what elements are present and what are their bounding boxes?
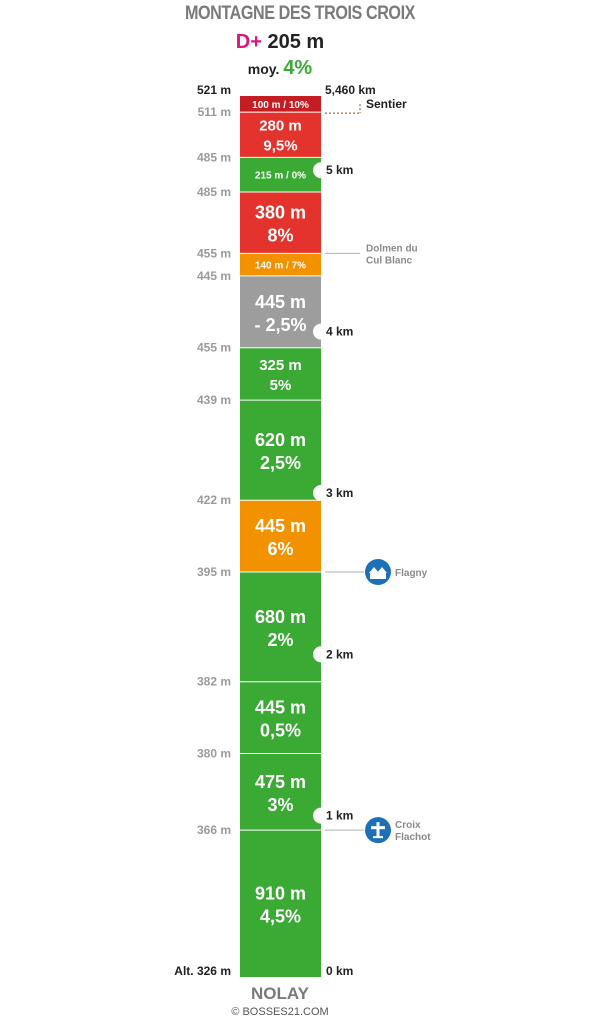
start-location: NOLAY xyxy=(251,984,309,1003)
village-icon-roof xyxy=(369,566,387,573)
segment-length-label: 620 m xyxy=(255,430,306,450)
profile-segment xyxy=(240,830,321,977)
km-marker-label: 4 km xyxy=(326,325,353,339)
poi-label: Dolmen du xyxy=(366,243,418,254)
altitude-label: 395 m xyxy=(197,565,231,579)
km-notch xyxy=(313,646,329,663)
km-notch xyxy=(313,484,329,501)
segment-grade-label: 9,5% xyxy=(263,138,297,155)
segment-grade-label: 8% xyxy=(267,226,293,246)
segment-grade-label: 2% xyxy=(267,630,293,650)
segment-grade-label: 3% xyxy=(267,795,293,815)
profile-segment xyxy=(240,253,321,276)
top-altitude-label: 521 m xyxy=(197,83,231,97)
segment-label: 100 m / 10% xyxy=(252,100,309,111)
segment-grade-label: 5% xyxy=(270,377,292,394)
page-title: MONTAGNE DES TROIS CROIX xyxy=(185,3,415,24)
segment-length-label: 910 m xyxy=(255,884,306,904)
profile-segment xyxy=(240,157,321,193)
altitude-label: 382 m xyxy=(197,675,231,689)
segment-length-label: 445 m xyxy=(255,698,306,718)
profile-segment xyxy=(240,571,321,682)
segment-length-label: 680 m xyxy=(255,607,306,627)
average-grade: moy. 4% xyxy=(0,57,560,80)
profile-segment xyxy=(240,275,321,348)
altitude-label: 445 m xyxy=(197,269,231,283)
altitude-label: 485 m xyxy=(197,150,231,164)
altitude-label: 366 m xyxy=(197,823,231,837)
credit: © BOSSES21.COM xyxy=(231,1006,329,1018)
cross-icon-shape xyxy=(373,836,383,839)
segment-length-label: 475 m xyxy=(255,772,306,792)
altitude-label: 511 m xyxy=(198,105,231,119)
profile-segment xyxy=(240,753,321,831)
profile-segment xyxy=(240,681,321,754)
profile-segment xyxy=(240,500,321,572)
segment-length-label: 280 m xyxy=(259,118,302,135)
profile-segment xyxy=(240,96,321,113)
cross-icon-shape xyxy=(371,826,385,830)
elevation-gain: D+ 205 m xyxy=(0,31,560,54)
total-distance-label: 5,460 km xyxy=(325,83,376,97)
km-notch xyxy=(313,162,329,179)
profile-segment xyxy=(240,347,321,401)
segment-label: 215 m / 0% xyxy=(255,171,306,182)
segment-grade-label: - 2,5% xyxy=(254,315,306,335)
profile-segment xyxy=(240,112,321,158)
cross-icon-shape xyxy=(376,822,380,838)
poi-label: Flachot xyxy=(395,832,431,843)
segment-length-label: 325 m xyxy=(259,357,302,374)
segment-grade-label: 6% xyxy=(267,539,293,559)
avg-value: 4% xyxy=(283,57,313,79)
km-notch xyxy=(313,323,329,340)
altitude-label: 455 m xyxy=(197,341,231,355)
poi-label: Croix xyxy=(395,820,421,831)
segment-grade-label: 2,5% xyxy=(260,453,301,473)
segment-grade-label: 4,5% xyxy=(260,907,301,927)
village-icon-body xyxy=(370,572,386,579)
poi-label: Cul Blanc xyxy=(366,255,413,266)
profile-segment xyxy=(240,400,321,501)
dplus-value: 205 m xyxy=(267,31,325,53)
poi-trail-label: Sentier xyxy=(366,97,407,111)
start-altitude-label: Alt. 326 m xyxy=(174,964,231,978)
km-marker-label: 2 km xyxy=(326,647,353,661)
segment-length-label: 445 m xyxy=(255,516,306,536)
altitude-label: 380 m xyxy=(197,747,231,761)
segment-label: 140 m / 7% xyxy=(255,261,306,272)
altitude-label: 439 m xyxy=(197,393,231,407)
altitude-label: 485 m xyxy=(197,185,231,199)
km-marker-label: 3 km xyxy=(326,486,353,500)
km-marker-label: 0 km xyxy=(326,964,353,978)
km-notch xyxy=(313,807,329,824)
altitude-label: 455 m xyxy=(197,246,231,260)
altitude-label: 422 m xyxy=(197,493,231,507)
km-marker-label: 5 km xyxy=(326,163,353,177)
segment-grade-label: 0,5% xyxy=(260,721,301,741)
km-marker-label: 1 km xyxy=(326,809,353,823)
segment-length-label: 445 m xyxy=(255,292,306,312)
profile-segment xyxy=(240,192,321,254)
dplus-label: D+ xyxy=(235,31,262,53)
segment-length-label: 380 m xyxy=(255,203,306,223)
avg-label: moy. xyxy=(247,61,280,77)
poi-label: Flagny xyxy=(395,568,428,579)
